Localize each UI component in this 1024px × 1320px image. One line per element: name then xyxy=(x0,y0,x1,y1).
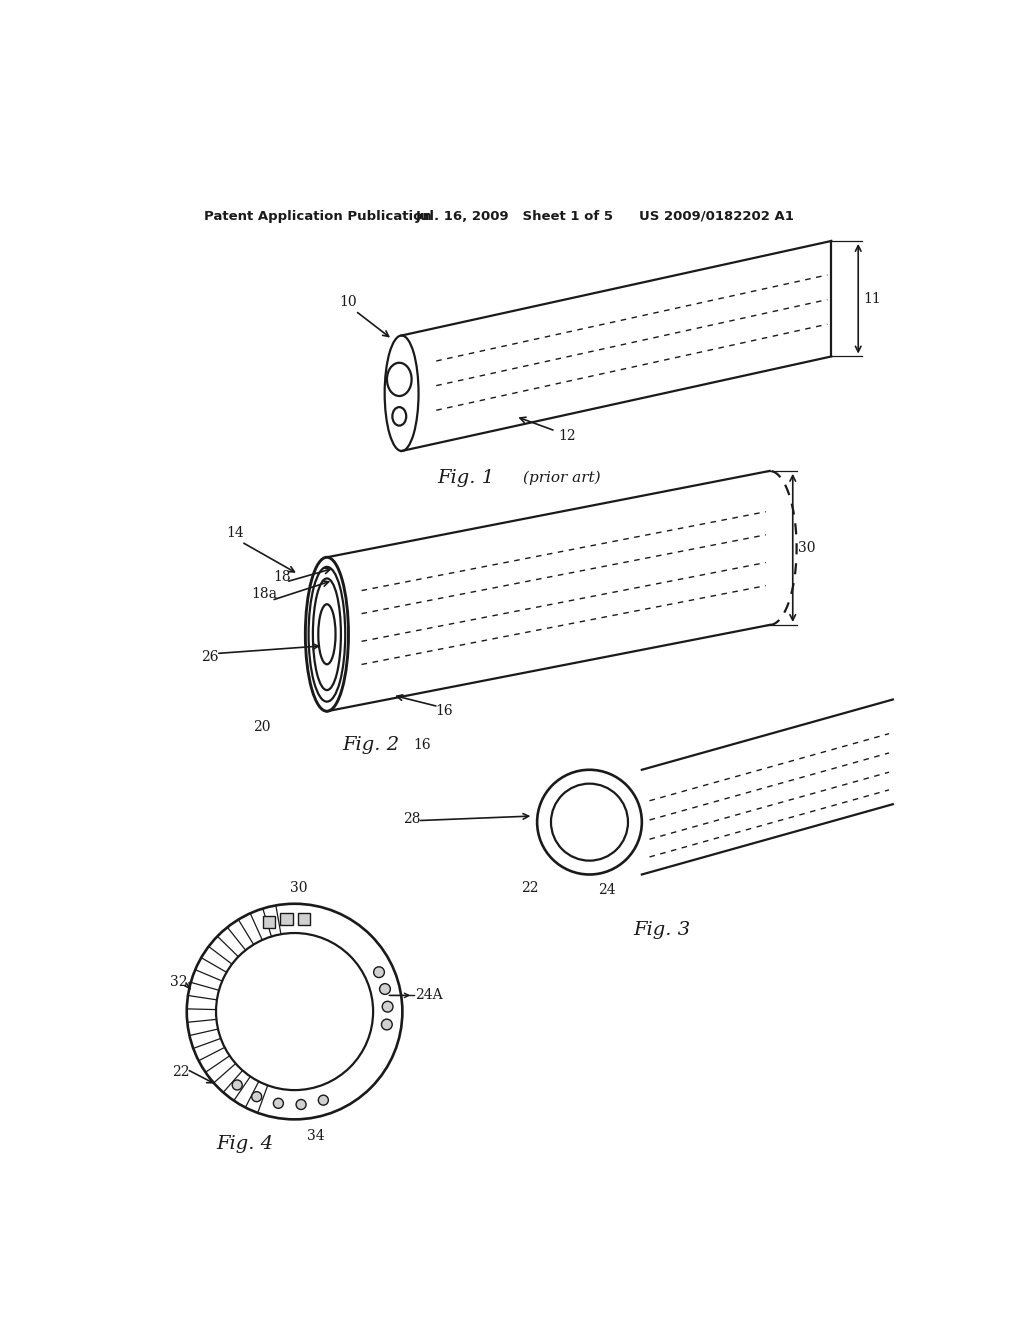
Ellipse shape xyxy=(382,1002,393,1012)
Text: 11: 11 xyxy=(863,292,881,306)
Text: 22: 22 xyxy=(521,882,539,895)
Text: 16: 16 xyxy=(435,705,453,718)
Text: 20: 20 xyxy=(253,719,270,734)
Text: Fig. 1: Fig. 1 xyxy=(437,469,494,487)
Text: 30: 30 xyxy=(798,541,816,554)
Ellipse shape xyxy=(232,1080,243,1090)
Bar xyxy=(298,912,310,925)
Bar xyxy=(263,916,275,928)
Ellipse shape xyxy=(380,983,390,994)
Text: Jul. 16, 2009   Sheet 1 of 5: Jul. 16, 2009 Sheet 1 of 5 xyxy=(416,210,613,223)
Ellipse shape xyxy=(186,904,402,1119)
Text: 14: 14 xyxy=(226,525,244,540)
Text: 18a: 18a xyxy=(252,587,278,601)
Ellipse shape xyxy=(296,1100,306,1110)
Ellipse shape xyxy=(273,1098,284,1109)
Ellipse shape xyxy=(216,933,373,1090)
Text: 30: 30 xyxy=(290,882,307,895)
Ellipse shape xyxy=(318,1096,329,1105)
Text: Fig. 2: Fig. 2 xyxy=(342,737,399,754)
Text: 12: 12 xyxy=(558,429,575,442)
Ellipse shape xyxy=(382,1019,392,1030)
Text: Fig. 3: Fig. 3 xyxy=(633,921,690,939)
Text: 18: 18 xyxy=(273,569,291,583)
Text: 32: 32 xyxy=(170,975,187,989)
Bar xyxy=(281,912,293,925)
Ellipse shape xyxy=(374,966,384,978)
Ellipse shape xyxy=(252,1092,262,1102)
Text: Patent Application Publication: Patent Application Publication xyxy=(204,210,431,223)
Text: US 2009/0182202 A1: US 2009/0182202 A1 xyxy=(639,210,794,223)
Text: 28: 28 xyxy=(402,812,421,826)
Text: (prior art): (prior art) xyxy=(523,471,601,486)
Text: 10: 10 xyxy=(340,294,357,309)
Text: 16: 16 xyxy=(413,738,431,752)
Text: 24: 24 xyxy=(598,883,615,896)
Text: Fig. 4: Fig. 4 xyxy=(216,1135,273,1152)
Text: 26: 26 xyxy=(201,651,218,664)
Text: 22: 22 xyxy=(172,1065,189,1078)
Text: 24A: 24A xyxy=(416,989,443,1002)
Text: 34: 34 xyxy=(307,1130,325,1143)
